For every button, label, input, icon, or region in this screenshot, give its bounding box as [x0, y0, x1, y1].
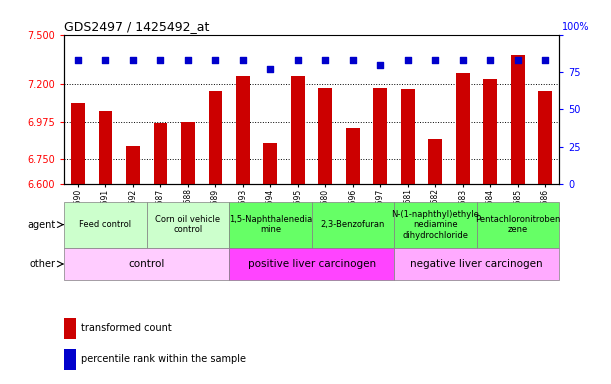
Bar: [263, 143, 277, 184]
Bar: [147, 202, 229, 248]
Point: [431, 57, 441, 63]
Bar: [456, 73, 470, 184]
Text: negative liver carcinogen: negative liver carcinogen: [410, 259, 543, 269]
Text: Pentachloronitroben
zene: Pentachloronitroben zene: [475, 215, 560, 234]
Point: [541, 57, 551, 63]
Point: [486, 57, 496, 63]
Bar: [394, 248, 559, 280]
Bar: [64, 202, 147, 248]
Point: [513, 57, 523, 63]
Bar: [373, 88, 387, 184]
Text: N-(1-naphthyl)ethyle
nediamine
dihydrochloride: N-(1-naphthyl)ethyle nediamine dihydroch…: [392, 210, 479, 240]
Point: [293, 57, 303, 63]
Point: [128, 57, 138, 63]
Text: 2,3-Benzofuran: 2,3-Benzofuran: [321, 220, 385, 229]
Bar: [229, 248, 394, 280]
Text: positive liver carcinogen: positive liver carcinogen: [247, 259, 376, 269]
Point: [321, 57, 331, 63]
Bar: [126, 146, 140, 184]
Text: GDS2497 / 1425492_at: GDS2497 / 1425492_at: [64, 20, 210, 33]
Text: agent: agent: [27, 220, 56, 230]
Text: 1,5-Naphthalenedia
mine: 1,5-Naphthalenedia mine: [229, 215, 312, 234]
Bar: [483, 79, 497, 184]
Bar: [153, 123, 167, 184]
Bar: [64, 349, 76, 370]
Bar: [64, 248, 229, 280]
Text: Corn oil vehicle
control: Corn oil vehicle control: [155, 215, 221, 234]
Bar: [401, 89, 415, 184]
Point: [73, 57, 83, 63]
Text: transformed count: transformed count: [81, 323, 172, 333]
Bar: [394, 202, 477, 248]
Text: Feed control: Feed control: [79, 220, 131, 229]
Point: [238, 57, 248, 63]
Bar: [71, 103, 85, 184]
Bar: [312, 202, 394, 248]
Point: [100, 57, 111, 63]
Point: [376, 61, 386, 68]
Bar: [511, 55, 525, 184]
Bar: [236, 76, 250, 184]
Point: [348, 57, 358, 63]
Point: [156, 57, 166, 63]
Point: [458, 57, 468, 63]
Point: [183, 57, 193, 63]
Point: [403, 57, 413, 63]
Bar: [291, 76, 305, 184]
Text: 100%: 100%: [562, 22, 590, 32]
Bar: [98, 111, 112, 184]
Bar: [208, 91, 222, 184]
Text: control: control: [128, 259, 165, 269]
Point: [266, 66, 276, 72]
Point: [210, 57, 221, 63]
Bar: [229, 202, 312, 248]
Bar: [318, 88, 332, 184]
Bar: [181, 122, 195, 184]
Bar: [428, 139, 442, 184]
Bar: [346, 128, 360, 184]
Text: percentile rank within the sample: percentile rank within the sample: [81, 354, 246, 364]
Bar: [538, 91, 552, 184]
Bar: [64, 318, 76, 339]
Text: other: other: [30, 259, 56, 269]
Bar: [477, 202, 559, 248]
